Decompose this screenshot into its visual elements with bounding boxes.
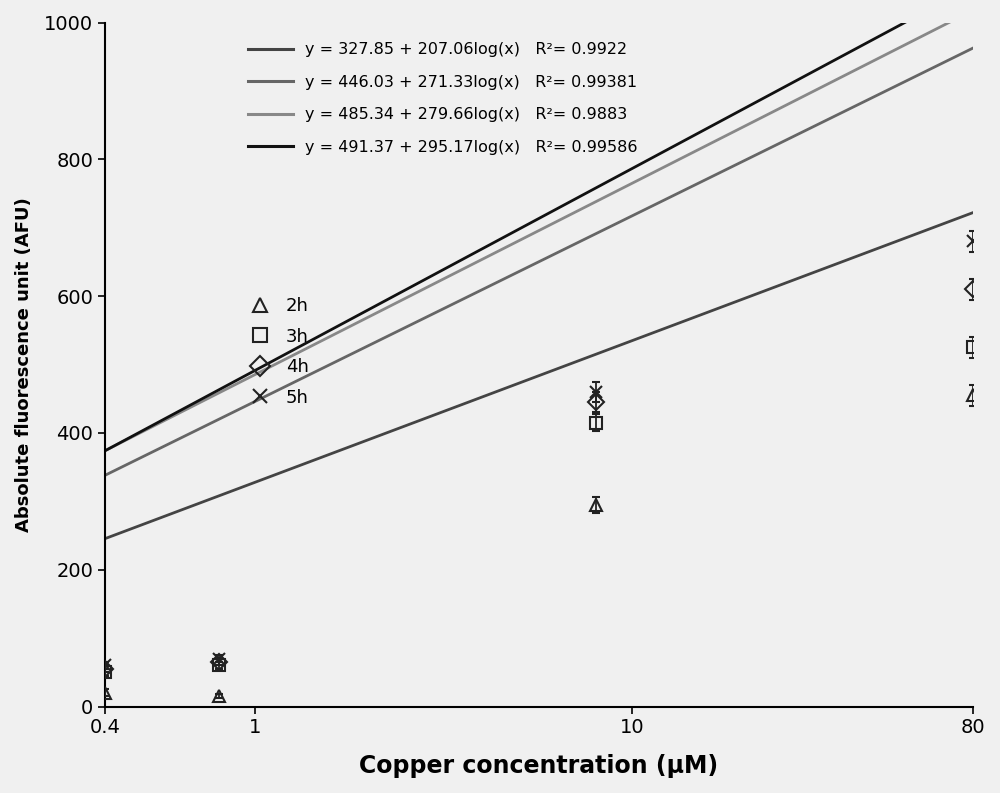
X-axis label: Copper concentration (μM): Copper concentration (μM) [359,754,718,778]
Legend: 2h, 3h, 4h, 5h: 2h, 3h, 4h, 5h [244,292,314,412]
Y-axis label: Absolute fluorescence unit (AFU): Absolute fluorescence unit (AFU) [15,197,33,532]
